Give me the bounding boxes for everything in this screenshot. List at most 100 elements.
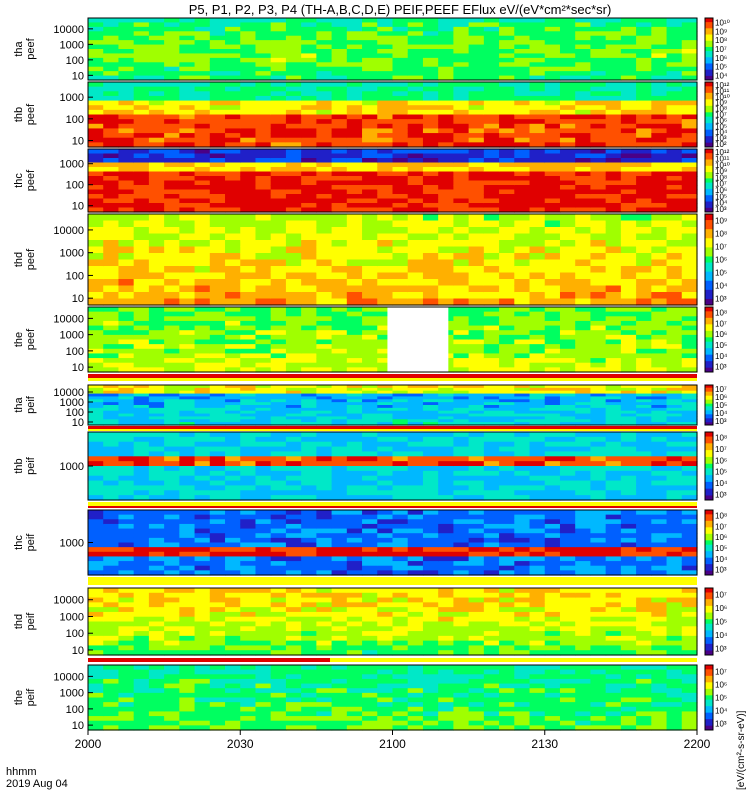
heatmap-cell [468,75,485,81]
heatmap-cell [225,399,241,403]
heatmap-cell [301,253,317,261]
heatmap-cell [194,176,211,182]
heatmap-cell [148,128,165,134]
heatmap-cell [483,387,500,392]
heatmap-cell [438,266,454,274]
heatmap-cell [590,133,607,139]
heatmap-cell [559,214,576,222]
colorbar-tick-label: 10⁸ [715,308,727,317]
heatmap-cell [285,149,302,155]
heatmap-cell [270,353,287,359]
heatmap-cell [270,570,287,576]
heatmap-cell [422,410,439,415]
heatmap-cell [453,311,470,317]
heatmap-cell [118,325,135,331]
heatmap-cell [362,207,378,213]
heatmap-cell [285,128,302,134]
heatmap-cell [194,227,211,235]
heatmap-cell [620,514,637,520]
heatmap-cell [301,353,317,359]
heatmap-cell [483,137,500,143]
heatmap-cell [544,253,561,261]
heatmap-cell [377,416,394,420]
heatmap-cell [681,528,698,534]
heatmap-cell [666,561,683,567]
heatmap-cell [164,227,180,235]
heatmap-cell [407,114,424,120]
heatmap-cell [544,240,561,248]
heatmap-cell [270,266,287,274]
heatmap-cell [575,44,592,50]
heatmap-cell [255,100,272,106]
heatmap-cell [666,142,683,148]
heatmap-cell [559,57,576,63]
heatmap-cell [499,298,515,306]
colorbar-tick-label: 10⁷ [715,385,727,394]
heatmap-cell [422,399,439,403]
heatmap-cell [148,490,165,496]
heatmap-cell [164,611,180,618]
heatmap-cell [88,189,104,195]
heatmap-cell [285,75,302,81]
heatmap-cell [468,246,485,254]
heatmap-cell [225,194,241,200]
heatmap-cell [331,405,348,409]
heatmap-cell [179,422,196,426]
heatmap-cell [681,153,698,159]
heatmap-cell [666,71,683,77]
heatmap-cell [164,631,180,637]
heatmap-cell [422,40,439,46]
heatmap-cell [681,279,698,287]
heatmap-cell [620,49,637,55]
heatmap-cell [270,416,287,420]
heatmap-cell [514,203,531,209]
heatmap-cell [270,339,287,345]
heatmap-cell [575,62,592,68]
heatmap-cell [438,407,454,412]
heatmap-cell [255,109,272,116]
heatmap-cell [651,109,668,116]
heatmap-cell [422,171,439,177]
heatmap-cell [666,422,683,426]
heatmap-cell [407,528,424,534]
heatmap-cell [346,44,363,50]
heatmap-cell [651,82,668,88]
heatmap-cell [636,266,652,274]
heatmap-cell [209,119,226,125]
heatmap-cell [651,393,668,398]
heatmap-cell [422,62,439,68]
heatmap-cell [118,407,135,412]
heatmap-cell [225,456,241,462]
heatmap-cell [301,100,317,106]
heatmap-cell [438,542,454,548]
heatmap-cell [179,631,196,637]
heatmap-cell [225,207,241,213]
heatmap-cell [499,128,515,134]
heatmap-cell [438,436,454,443]
heatmap-cell [559,446,576,453]
heatmap-cell [88,422,104,426]
heatmap-cell [209,95,226,102]
heatmap-cell [346,137,363,143]
heatmap-cell [255,432,272,438]
heatmap-cell [301,490,317,496]
colorbar-segment [705,385,713,387]
colorbar-tick-label: 10⁹ [715,217,727,226]
heatmap-cell [651,537,668,544]
heatmap-cell [605,49,622,55]
heatmap-cell [559,413,576,418]
heatmap-cell [392,40,409,46]
heatmap-cell [620,344,637,350]
heatmap-cell [377,561,394,567]
heatmap-cell [225,180,241,186]
heatmap-cell [590,353,607,359]
heatmap-cell [316,246,333,254]
heatmap-cell [559,358,576,364]
heatmap-cell [270,413,287,418]
colorbar-segment [705,432,713,435]
heatmap-cell [164,95,180,102]
heatmap-cell [103,40,120,46]
heatmap-cell [88,413,104,418]
heatmap-cell [438,44,454,50]
heatmap-cell [544,176,561,182]
